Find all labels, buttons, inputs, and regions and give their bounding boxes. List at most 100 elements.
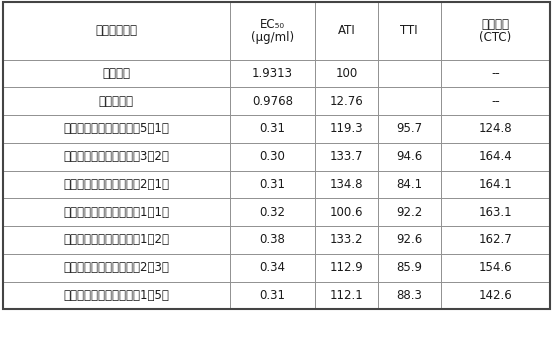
Bar [441,254,550,282]
Text: 84.1: 84.1 [396,178,422,191]
Bar [230,198,315,226]
Bar [441,60,550,87]
Bar [3,198,230,226]
Text: 12.76: 12.76 [330,95,363,108]
Text: (μg/ml): (μg/ml) [251,31,294,44]
Bar [230,254,315,282]
Bar [315,60,378,87]
Bar [315,282,378,309]
Text: 133.7: 133.7 [330,150,363,163]
Bar [378,60,441,87]
Bar [441,115,550,143]
Text: 164.4: 164.4 [478,150,513,163]
Bar [230,226,315,254]
Text: 共毒系数: 共毒系数 [482,18,509,31]
Text: 吡嘧磺隆：四唑酰草胺（2：1）: 吡嘧磺隆：四唑酰草胺（2：1） [64,178,169,191]
Bar [378,2,441,60]
Text: 0.31: 0.31 [259,178,285,191]
Text: 吡嘧磺隆: 吡嘧磺隆 [102,67,131,80]
Text: 162.7: 162.7 [478,233,513,246]
Text: 119.3: 119.3 [330,122,363,135]
Bar [3,143,230,171]
Text: --: -- [491,95,500,108]
Text: 142.6: 142.6 [478,289,513,302]
Text: 有效成分配比: 有效成分配比 [95,24,137,37]
Text: 133.2: 133.2 [330,233,363,246]
Text: 0.30: 0.30 [259,150,285,163]
Bar [441,2,550,60]
Text: 124.8: 124.8 [479,122,512,135]
Bar [230,282,315,309]
Bar [378,87,441,115]
Text: 0.31: 0.31 [259,122,285,135]
Text: 四唑酰草胺: 四唑酰草胺 [99,95,134,108]
Bar [3,226,230,254]
Bar [378,254,441,282]
Bar [315,2,378,60]
Bar [378,282,441,309]
Bar [378,226,441,254]
Text: 112.1: 112.1 [330,289,363,302]
Text: 0.32: 0.32 [259,206,285,219]
Text: 100.6: 100.6 [330,206,363,219]
Text: 88.3: 88.3 [397,289,422,302]
Text: 吡嘧磺隆：四唑酰草胺（5：1）: 吡嘧磺隆：四唑酰草胺（5：1） [64,122,169,135]
Bar [315,115,378,143]
Bar [230,171,315,198]
Bar [3,282,230,309]
Text: 85.9: 85.9 [397,261,422,274]
Bar [315,87,378,115]
Text: 95.7: 95.7 [396,122,422,135]
Text: 吡嘧磺隆：四唑酰草胺（1：5）: 吡嘧磺隆：四唑酰草胺（1：5） [64,289,169,302]
Text: ATI: ATI [337,24,355,37]
Bar [315,171,378,198]
Bar [378,143,441,171]
Bar [3,2,230,60]
Bar [441,171,550,198]
Bar [230,115,315,143]
Bar [441,143,550,171]
Text: 134.8: 134.8 [330,178,363,191]
Bar [3,254,230,282]
Bar [441,282,550,309]
Text: 92.6: 92.6 [396,233,422,246]
Text: --: -- [491,67,500,80]
Text: 0.9768: 0.9768 [252,95,293,108]
Text: 100: 100 [335,67,357,80]
Bar [441,87,550,115]
Bar [315,143,378,171]
Bar [230,60,315,87]
Text: 0.34: 0.34 [259,261,285,274]
Text: 154.6: 154.6 [479,261,512,274]
Bar [3,171,230,198]
Bar [3,2,550,309]
Bar [315,198,378,226]
Text: EC₅₀: EC₅₀ [260,18,285,31]
Text: 0.31: 0.31 [259,289,285,302]
Text: 1.9313: 1.9313 [252,67,293,80]
Bar [3,87,230,115]
Text: 吡嘧磺隆：四唑酰草胺（1：1）: 吡嘧磺隆：四唑酰草胺（1：1） [64,206,169,219]
Text: 92.2: 92.2 [396,206,422,219]
Bar [315,226,378,254]
Bar [230,87,315,115]
Bar [3,60,230,87]
Text: TTI: TTI [400,24,418,37]
Text: 吡嘧磺隆：四唑酰草胺（1：2）: 吡嘧磺隆：四唑酰草胺（1：2） [64,233,169,246]
Bar [441,226,550,254]
Text: 112.9: 112.9 [330,261,363,274]
Text: 吡嘧磺隆：四唑酰草胺（2：3）: 吡嘧磺隆：四唑酰草胺（2：3） [64,261,169,274]
Bar [230,2,315,60]
Bar [441,198,550,226]
Bar [3,115,230,143]
Bar [378,198,441,226]
Bar [378,115,441,143]
Bar [230,143,315,171]
Text: 164.1: 164.1 [478,178,513,191]
Bar [378,171,441,198]
Text: 94.6: 94.6 [396,150,422,163]
Bar [315,254,378,282]
Text: 0.38: 0.38 [259,233,285,246]
Text: (CTC): (CTC) [479,31,512,44]
Text: 163.1: 163.1 [479,206,512,219]
